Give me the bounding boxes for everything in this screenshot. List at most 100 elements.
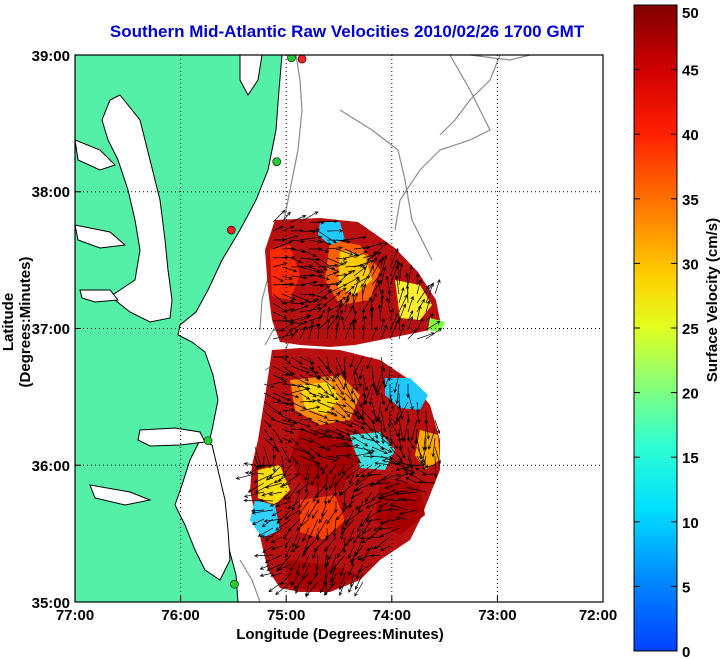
velocity-arrow [353, 365, 362, 388]
velocity-arrow [335, 322, 340, 340]
velocity-arrow [335, 383, 344, 396]
velocity-arrow [317, 419, 329, 425]
velocity-arrow [304, 464, 310, 482]
colorbar [633, 4, 678, 652]
velocity-arrow [290, 401, 307, 410]
velocity-arrow [340, 315, 346, 331]
velocity-arrow [410, 419, 418, 442]
velocity-arrow [317, 401, 336, 410]
velocity-arrow [357, 518, 364, 533]
velocity-arrow [335, 239, 351, 244]
velocity-arrow [397, 401, 409, 422]
velocity-arrow [299, 392, 311, 400]
velocity-arrow [251, 518, 265, 525]
velocity-arrow [269, 500, 283, 507]
velocity-arrow [253, 473, 274, 484]
velocity-arrow [308, 320, 314, 331]
velocity-arrow [264, 527, 283, 542]
velocity-arrow [407, 329, 418, 340]
velocity-arrow [395, 516, 409, 520]
velocity-arrow [365, 509, 382, 520]
velocity-arrow [389, 419, 399, 438]
velocity-arrow [351, 319, 356, 340]
velocity-arrow [380, 437, 393, 447]
velocity-arrow [281, 211, 291, 223]
velocity-arrow [389, 259, 398, 277]
velocity-arrow [406, 486, 427, 493]
colorbar-tick-label: 0 [682, 644, 690, 659]
velocity-arrow [308, 247, 323, 251]
velocity-arrow [397, 316, 402, 331]
velocity-arrow [396, 473, 409, 478]
velocity-arrow [275, 500, 292, 507]
velocity-arrow [263, 419, 272, 428]
velocity-arrow [344, 410, 365, 419]
velocity-arrow [364, 491, 373, 503]
velocity-arrow [387, 289, 392, 304]
velocity-arrow [335, 261, 348, 268]
velocity-arrow [389, 264, 399, 286]
pamlico-sound [174, 439, 231, 581]
velocity-arrow [251, 509, 274, 515]
velocity-arrow [317, 434, 333, 439]
velocity-arrow [268, 491, 283, 496]
velocity-arrow [370, 553, 382, 558]
velocity-arrow [424, 464, 436, 469]
velocity-arrow [378, 526, 391, 531]
velocity-arrow [434, 279, 441, 295]
velocity-arrow [272, 262, 288, 268]
velocity-arrow [371, 241, 388, 259]
velocity-arrow [344, 455, 362, 464]
velocity-arrow [361, 308, 366, 322]
velocity-arrow [353, 356, 364, 376]
velocity-arrow [371, 401, 378, 423]
velocity-arrow [362, 251, 382, 259]
velocity-arrow [348, 545, 355, 560]
velocity-arrow [374, 374, 382, 394]
velocity-arrow [299, 455, 321, 465]
velocity-arrow [425, 419, 430, 440]
velocity-arrow [264, 554, 283, 563]
velocity-arrow [261, 491, 274, 497]
y-tick-label: 36:00 [32, 458, 70, 475]
velocity-arrow [398, 323, 405, 340]
velocity-arrow [357, 554, 373, 561]
velocity-arrow [366, 464, 382, 476]
velocity-arrow [417, 480, 436, 485]
velocity-arrow [398, 262, 404, 286]
velocity-arrow [277, 563, 292, 571]
velocity-arrow [323, 545, 328, 568]
velocity-arrow [311, 509, 319, 519]
velocity-arrow [398, 419, 405, 442]
velocity-arrow [421, 472, 436, 477]
colorbar-tick-label: 5 [682, 579, 690, 596]
velocity-arrow [362, 257, 371, 277]
velocity-arrow [308, 419, 320, 426]
velocity-arrow [342, 536, 347, 554]
velocity-arrow [281, 455, 286, 478]
velocity-arrow [281, 293, 297, 301]
velocity-arrow [272, 437, 278, 451]
velocity-arrow [348, 563, 355, 577]
velocity-arrow [433, 455, 438, 478]
velocity-arrow [380, 365, 386, 386]
velocity-arrow [317, 314, 335, 331]
velocity-arrow [272, 374, 285, 380]
velocity-arrow [354, 572, 364, 591]
velocity-arrow [293, 572, 310, 590]
velocity-arrow [308, 428, 328, 437]
velocity-arrow [273, 473, 292, 484]
velocity-arrow [338, 464, 346, 477]
velocity-arrow [415, 273, 420, 286]
velocity-arrow [305, 581, 319, 597]
y-axis-label: Latitude (Degrees:Minutes) [0, 256, 34, 388]
velocity-arrow [416, 284, 430, 304]
velocity-arrow [308, 266, 325, 273]
velocity-arrow [384, 374, 391, 389]
velocity-arrow [376, 383, 382, 397]
velocity-arrow [272, 455, 276, 473]
velocity-arrow [416, 278, 422, 295]
velocity-arrow [335, 270, 352, 286]
velocity-arrow [260, 534, 274, 539]
velocity-arrow [326, 410, 338, 417]
